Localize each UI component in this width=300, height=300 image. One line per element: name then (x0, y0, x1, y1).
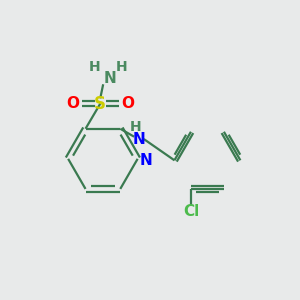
Text: Cl: Cl (183, 204, 199, 219)
Text: O: O (121, 96, 134, 111)
Text: O: O (66, 96, 80, 111)
Text: H: H (116, 60, 127, 74)
Text: N: N (103, 70, 116, 86)
Text: N: N (140, 153, 152, 168)
Text: S: S (94, 95, 106, 113)
Text: N: N (132, 131, 145, 146)
Text: H: H (130, 120, 141, 134)
Text: H: H (89, 60, 101, 74)
